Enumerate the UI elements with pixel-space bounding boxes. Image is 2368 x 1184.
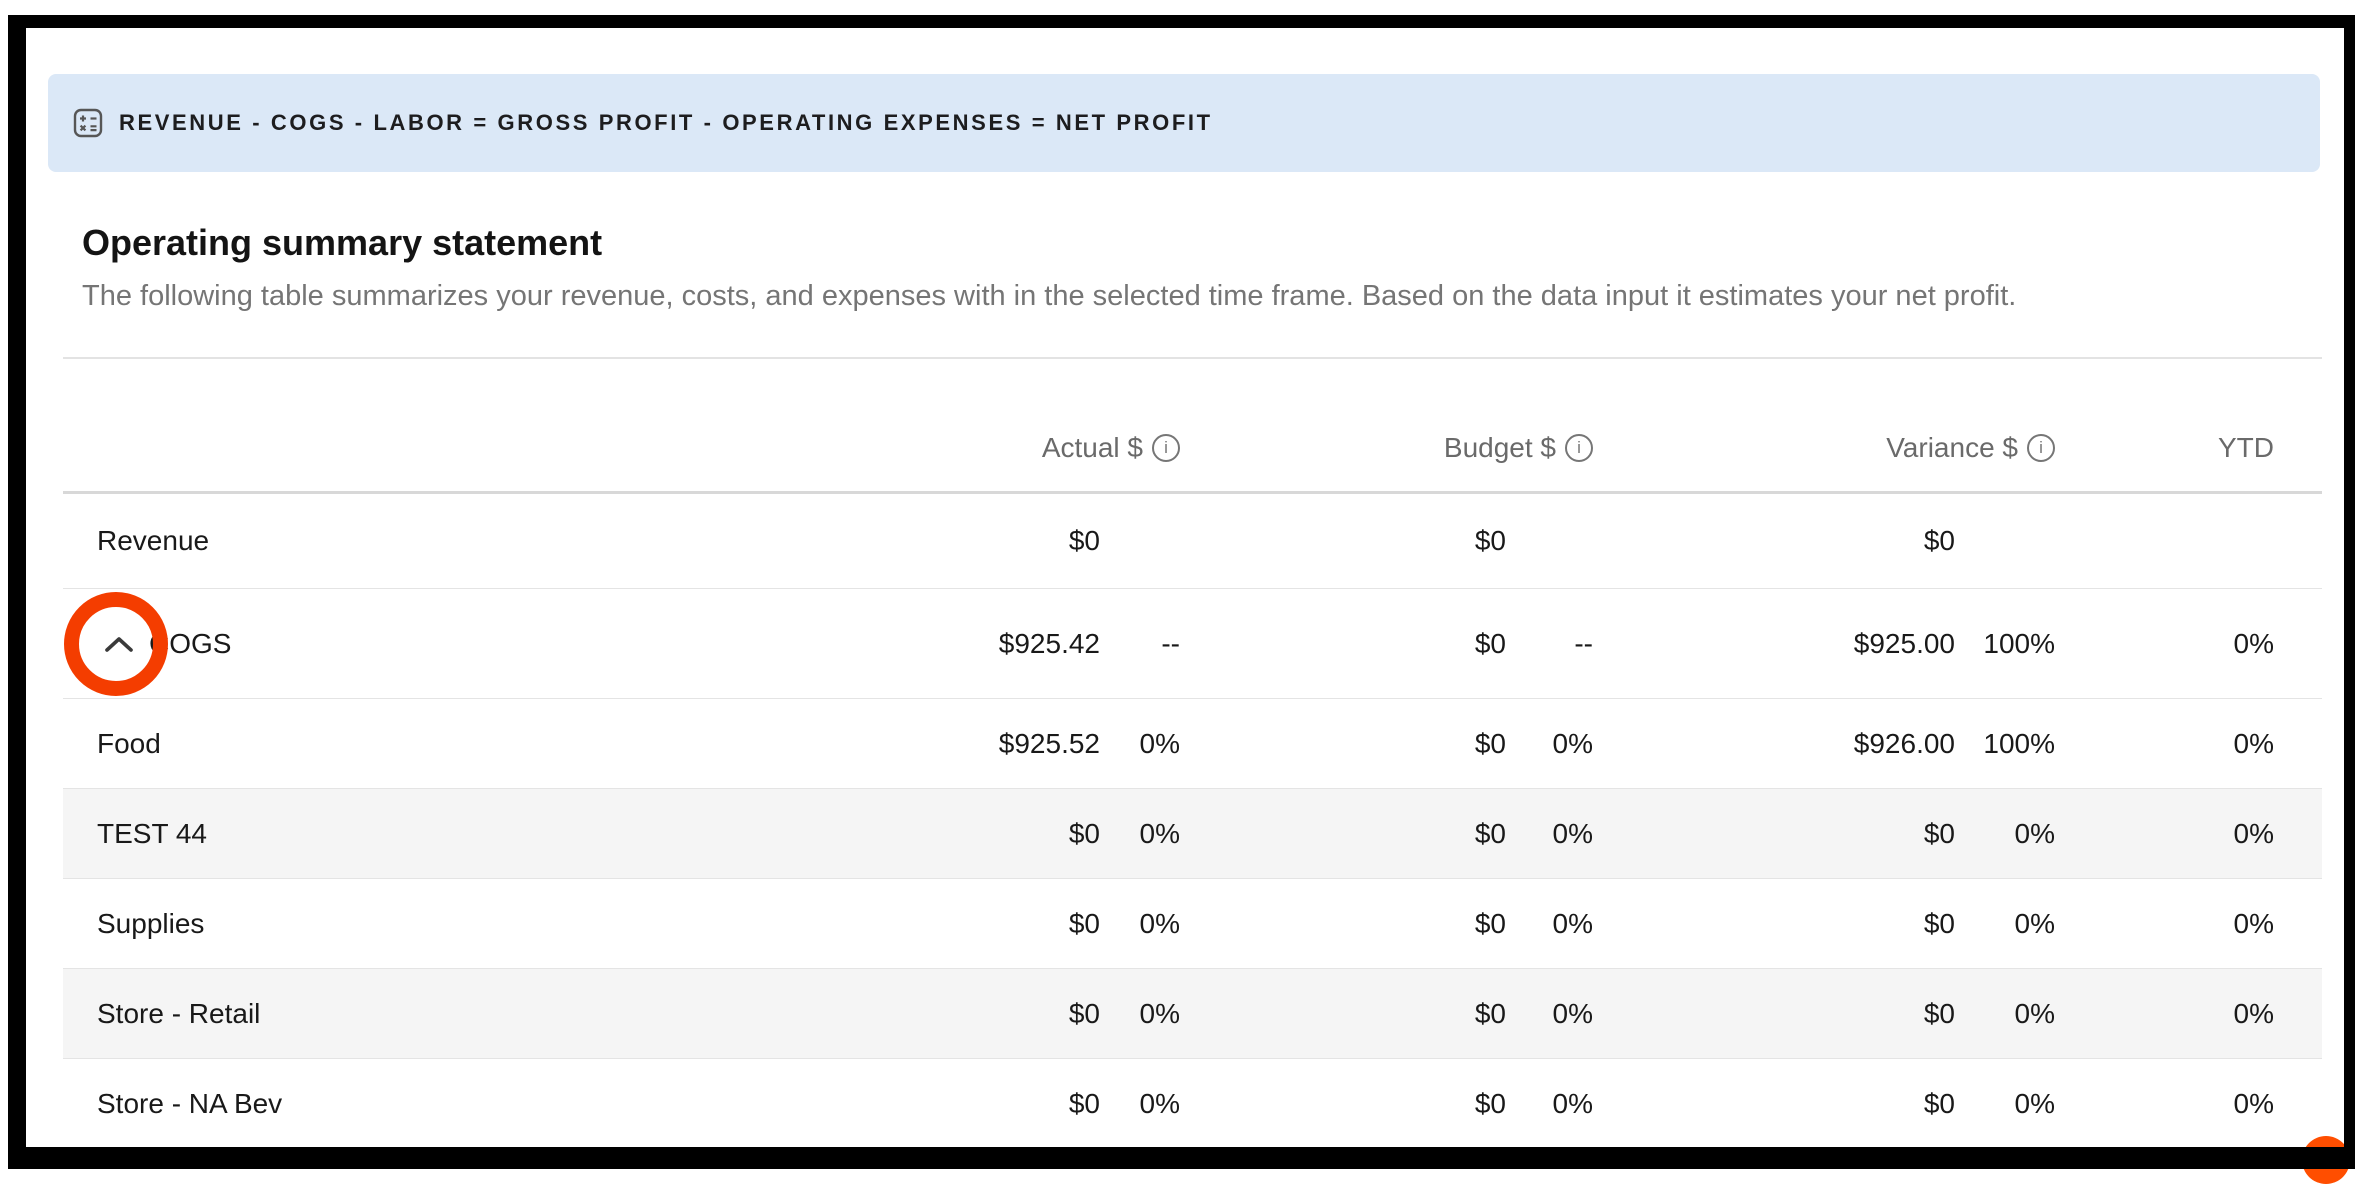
cell-actual-dollars: $925.42	[998, 627, 1100, 659]
row-label-cell: Store - Retail	[63, 998, 938, 1030]
cell-variance-dollars: $925.00	[1853, 627, 1955, 659]
row-label-cell: COGS	[63, 628, 938, 660]
cell-variance-dollars: $0	[1923, 817, 1955, 849]
table-header-row: Actual $ i Budget $ i Variance $ i YTD	[63, 359, 2322, 494]
cell-actual-percent: --	[1161, 627, 1180, 659]
cell-budget-percent: 0%	[1552, 1087, 1593, 1119]
cell-variance-dollars: $0	[1923, 1087, 1955, 1119]
row-label: Supplies	[97, 907, 205, 939]
cell-ytd-percent: 0%	[2233, 727, 2274, 759]
cell-budget-dollars: $0	[1474, 997, 1506, 1029]
cell-actual-dollars: $0	[1068, 907, 1100, 939]
annotation-circle-highlight	[64, 592, 168, 696]
cell-budget-percent: 0%	[1552, 907, 1593, 939]
frame-border-bottom	[8, 1147, 2355, 1169]
cell-actual-dollars: $0	[1068, 997, 1100, 1029]
cell-variance-dollars: $0	[1923, 907, 1955, 939]
cell-ytd-percent: 0%	[2233, 627, 2274, 659]
cell-variance-percent: 0%	[2014, 907, 2055, 939]
cell-actual-dollars: $0	[1068, 525, 1100, 556]
row-label-cell: Food	[63, 728, 938, 760]
calculator-icon	[73, 108, 103, 138]
column-header-actual: Actual $ i	[938, 432, 1180, 464]
page-title: Operating summary statement	[82, 222, 603, 263]
column-header-actual-label: Actual $	[1041, 431, 1143, 463]
table-row-store-retail: Store - Retail $0 0% $0 0% $0 0% 0%	[63, 969, 2322, 1059]
cell-budget-percent: 0%	[1552, 817, 1593, 849]
cell-actual-dollars: $925.52	[998, 727, 1100, 759]
cell-actual-percent: 0%	[1139, 997, 1180, 1029]
cell-variance-percent: 100%	[1983, 627, 2055, 659]
column-header-ytd-label: YTD	[2218, 431, 2274, 463]
table-row-store-na-bev: Store - NA Bev $0 0% $0 0% $0 0% 0%	[63, 1059, 2322, 1149]
cell-actual-percent: 0%	[1139, 907, 1180, 939]
row-label: Store - Retail	[97, 997, 261, 1029]
frame-border-left	[8, 15, 26, 1169]
cell-budget-percent: 0%	[1552, 997, 1593, 1029]
formula-banner: REVENUE - COGS - LABOR = GROSS PROFIT - …	[48, 74, 2320, 172]
cell-variance-dollars: $926.00	[1853, 727, 1955, 759]
cell-ytd-percent: 0%	[2233, 817, 2274, 849]
cell-budget-dollars: $0	[1474, 907, 1506, 939]
column-header-budget-label: Budget $	[1443, 431, 1556, 463]
row-label: Revenue	[97, 525, 210, 556]
table-row-supplies: Supplies $0 0% $0 0% $0 0% 0%	[63, 879, 2322, 969]
cell-budget-dollars: $0	[1474, 1087, 1506, 1119]
cell-actual-percent: 0%	[1139, 727, 1180, 759]
cell-actual-dollars: $0	[1068, 1087, 1100, 1119]
frame-border-top	[8, 15, 2355, 28]
table-row-test-44: TEST 44 $0 0% $0 0% $0 0% 0%	[63, 789, 2322, 879]
cell-variance-percent: 0%	[2014, 997, 2055, 1029]
cell-actual-percent: 0%	[1139, 1087, 1180, 1119]
frame-border-right	[2344, 15, 2355, 1169]
row-label-cell: Supplies	[63, 908, 938, 940]
formula-text: REVENUE - COGS - LABOR = GROSS PROFIT - …	[119, 110, 1213, 135]
info-icon[interactable]: i	[1152, 433, 1180, 462]
cell-ytd-percent: 0%	[2233, 997, 2274, 1029]
info-icon[interactable]: i	[2027, 433, 2055, 462]
page-subtitle: The following table summarizes your reve…	[82, 280, 2017, 312]
cell-variance-percent: 0%	[2014, 817, 2055, 849]
cell-budget-dollars: $0	[1474, 627, 1506, 659]
cell-actual-percent: 0%	[1139, 817, 1180, 849]
column-header-variance-label: Variance $	[1886, 431, 2018, 463]
cell-budget-dollars: $0	[1474, 817, 1506, 849]
row-label-cell: Revenue	[63, 525, 938, 557]
row-label: TEST 44	[97, 817, 207, 849]
table-row-cogs: COGS $925.42 -- $0 -- $925.00 100% 0%	[63, 589, 2322, 699]
cell-actual-dollars: $0	[1068, 817, 1100, 849]
cell-variance-percent: 0%	[2014, 1087, 2055, 1119]
row-label: Store - NA Bev	[97, 1087, 283, 1119]
column-header-variance: Variance $ i	[1593, 432, 2055, 464]
info-icon[interactable]: i	[1565, 433, 1593, 462]
cell-ytd-percent: 0%	[2233, 1087, 2274, 1119]
cell-variance-percent: 100%	[1983, 727, 2055, 759]
row-label-cell: Store - NA Bev	[63, 1088, 938, 1120]
cell-budget-dollars: $0	[1474, 525, 1506, 556]
column-header-budget: Budget $ i	[1180, 432, 1593, 464]
operating-summary-table: Actual $ i Budget $ i Variance $ i YTD R…	[63, 357, 2322, 1149]
cell-variance-dollars: $0	[1923, 525, 1955, 556]
cell-budget-percent: --	[1574, 627, 1593, 659]
column-header-ytd: YTD	[2055, 432, 2274, 464]
row-label: Food	[97, 727, 161, 759]
cell-ytd-percent: 0%	[2233, 907, 2274, 939]
table-row-food: Food $925.52 0% $0 0% $926.00 100% 0%	[63, 699, 2322, 789]
cell-budget-percent: 0%	[1552, 727, 1593, 759]
cell-budget-dollars: $0	[1474, 727, 1506, 759]
table-row-revenue: Revenue $0 $0 $0	[63, 494, 2322, 589]
row-label-cell: TEST 44	[63, 818, 938, 850]
table-body: Revenue $0 $0 $0 COGS $925.42 -- $0 -- $…	[63, 494, 2322, 1149]
cell-variance-dollars: $0	[1923, 997, 1955, 1029]
